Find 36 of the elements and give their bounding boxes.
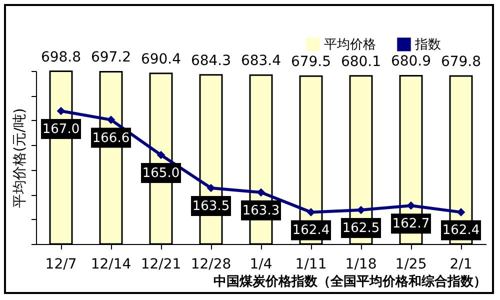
data-label: 679.5 <box>290 54 332 70</box>
legend-label: 平均价格 <box>324 37 376 52</box>
x-tick-label: 12/28 <box>190 256 232 272</box>
x-tick-label: 1/4 <box>250 256 272 272</box>
data-label: 162.4 <box>442 223 480 238</box>
data-label: 166.6 <box>92 130 130 146</box>
data-label: 684.3 <box>190 52 232 69</box>
data-label: 697.2 <box>90 50 132 66</box>
point <box>56 106 66 116</box>
data-label: 698.8 <box>40 49 82 66</box>
x-tick-label: 12/21 <box>140 256 182 272</box>
x-tick-label: 1/25 <box>395 256 427 272</box>
x-tick-label: 12/14 <box>90 256 132 272</box>
data-label: 165.0 <box>142 166 180 181</box>
x-tick-label: 1/18 <box>345 256 377 272</box>
point <box>106 116 116 124</box>
x-axis-title: 中国煤炭价格指数（全国平均价格和综合指数） <box>214 274 486 290</box>
data-label: 683.4 <box>240 53 282 70</box>
data-label: 163.5 <box>192 199 230 214</box>
data-label: 162.7 <box>392 216 430 232</box>
data-label: 680.1 <box>340 54 382 70</box>
data-label: 162.4 <box>292 223 330 238</box>
x-tick-label: 12/7 <box>45 256 77 272</box>
y-axis-title: 平均价格(元/吨) <box>12 108 28 208</box>
data-label: 690.4 <box>140 51 182 68</box>
point <box>156 150 166 160</box>
data-label: 167.0 <box>42 122 80 137</box>
data-label: 679.8 <box>440 54 482 70</box>
point <box>206 184 216 192</box>
data-label: 680.9 <box>390 54 432 70</box>
data-label: 162.5 <box>342 221 380 236</box>
x-tick-label: 1/11 <box>295 256 327 272</box>
legend-label: 指数 <box>414 37 441 52</box>
point <box>456 208 466 216</box>
x-tick-label: 2/1 <box>450 256 472 272</box>
data-label: 163.3 <box>242 203 280 218</box>
